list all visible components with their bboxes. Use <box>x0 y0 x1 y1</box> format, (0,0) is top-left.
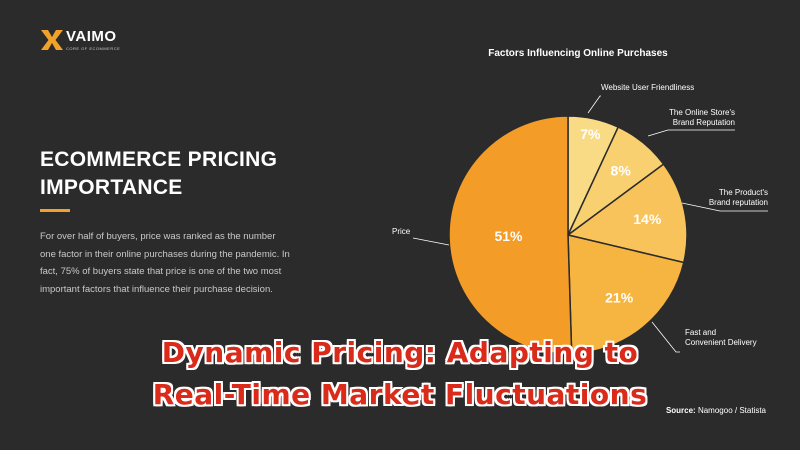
slice-leader-line <box>412 237 450 246</box>
slice-leader-line <box>651 321 680 353</box>
overlay-title-line-1: Dynamic Pricing: Adapting to <box>161 336 639 369</box>
heading-line-2: IMPORTANCE <box>40 176 183 199</box>
slice-value-label: 7% <box>580 126 601 142</box>
heading-accent-bar <box>40 209 70 212</box>
pie-slice <box>448 115 573 355</box>
slice-leader-line <box>647 129 735 137</box>
slice-category-label: The Online Store's Brand Reputation <box>669 108 735 127</box>
slice-value-label: 8% <box>611 162 632 178</box>
slice-category-label: Fast and Convenient Delivery <box>685 328 757 347</box>
slice-category-label: Price <box>392 227 411 236</box>
logo-name: VAIMO <box>66 28 117 45</box>
page-heading: ECOMMERCE PRICING IMPORTANCE <box>40 146 340 202</box>
slice-leader-line <box>587 95 601 114</box>
body-paragraph: For over half of buyers, price was ranke… <box>40 231 290 295</box>
slice-category-label: Website User Friendliness <box>601 83 694 92</box>
slice-category-label: The Product's Brand reputation <box>709 188 768 207</box>
pie-slice <box>567 234 685 355</box>
chart-title: Factors Influencing Online Purchases <box>488 48 668 59</box>
vaimo-logo: VAIMO CORE OF ECOMMERCE <box>40 28 120 52</box>
chart-source: Source: Namogoo / Statista <box>666 406 767 415</box>
logo-tagline: CORE OF ECOMMERCE <box>66 46 121 51</box>
pie-slice <box>566 163 688 264</box>
vaimo-x-icon <box>41 30 63 50</box>
slice-value-label: 14% <box>633 211 662 227</box>
heading-line-1: ECOMMERCE PRICING <box>40 148 278 171</box>
slice-value-label: 51% <box>494 228 523 244</box>
slice-leader-line <box>681 202 768 212</box>
overlay-title-line-2: Real-Time Market Fluctuations <box>152 378 648 411</box>
overlay-title: Dynamic Pricing: Adapting to Real-Time M… <box>0 332 800 416</box>
slice-value-label: 21% <box>605 290 634 306</box>
